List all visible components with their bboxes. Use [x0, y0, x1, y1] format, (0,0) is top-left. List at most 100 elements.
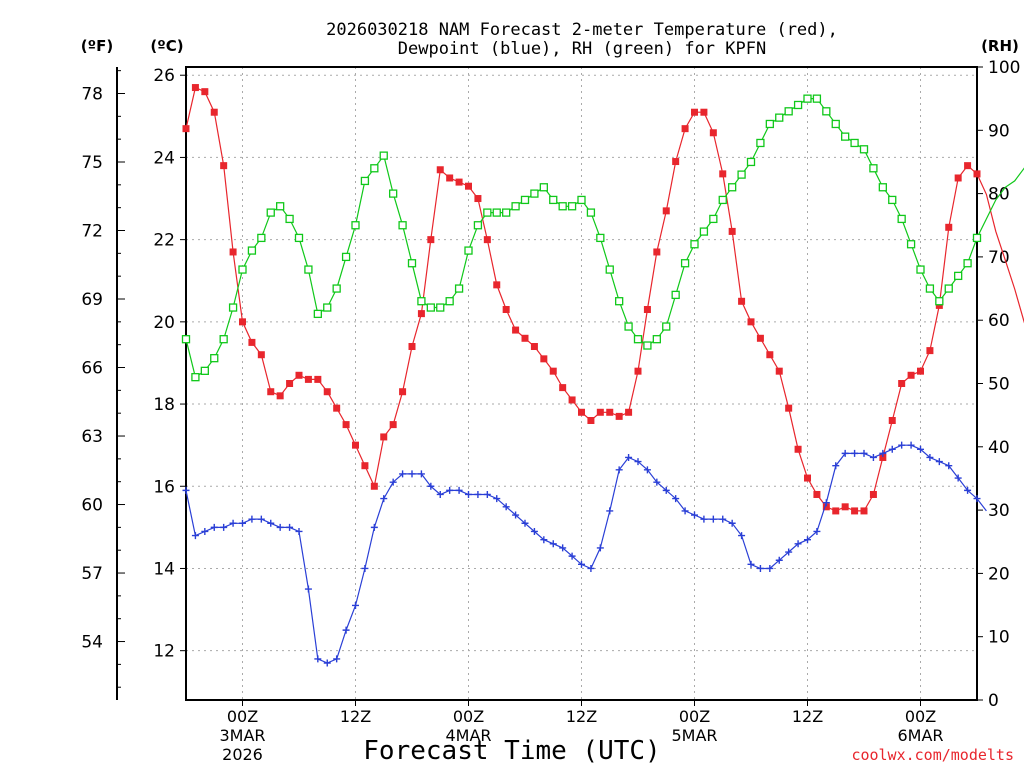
dewpoint-point: [229, 519, 237, 527]
celsius-tick-label: 12: [153, 642, 175, 662]
dewpoint-point: [323, 659, 331, 667]
fahrenheit-tick-label: 75: [81, 153, 103, 173]
rh-point: [850, 138, 859, 148]
dewpoint-point: [606, 507, 614, 515]
dewpoint-point: [276, 523, 284, 531]
dewpoint-point: [860, 449, 868, 457]
rh-point: [436, 303, 445, 312]
temperature-point: [822, 503, 830, 511]
dewpoint-point: [728, 519, 736, 527]
rh-point: [765, 119, 774, 129]
temperature-point: [408, 343, 416, 351]
temperature-point: [257, 351, 265, 359]
x-tick-date-label: 3MAR: [219, 726, 265, 745]
temperature-point: [229, 248, 237, 256]
x-tick-date-label: 6MAR: [897, 726, 943, 745]
temperature-point: [832, 507, 840, 515]
temperature-point: [869, 490, 877, 498]
temperature-point: [719, 170, 727, 178]
temperature-point: [267, 388, 275, 396]
temperature-point: [728, 227, 736, 235]
rh-point: [530, 189, 539, 198]
rh-point: [878, 183, 887, 192]
dewpoint-point: [681, 507, 689, 515]
dewpoint-point: [370, 523, 378, 531]
rh-point: [266, 208, 275, 217]
rh-point: [746, 157, 756, 167]
temperature-point: [917, 367, 924, 375]
x-axis-title: Forecast Time (UTC): [363, 736, 660, 766]
temperature-point: [380, 433, 388, 441]
temperature-point: [276, 392, 284, 400]
dewpoint-point: [738, 532, 746, 540]
rh-point: [586, 208, 596, 217]
rh-point: [473, 221, 483, 230]
dewpoint-point: [493, 495, 501, 503]
temperature-point: [738, 297, 746, 305]
temperature-point: [625, 408, 633, 416]
rh-point: [906, 240, 916, 249]
temperature-point: [455, 178, 463, 186]
rh-point: [869, 164, 878, 173]
credit-label: coolwx.com/modelts: [851, 746, 1014, 764]
temperature-point: [907, 371, 915, 379]
dewpoint-point: [898, 441, 906, 449]
dewpoint-point: [333, 655, 341, 663]
dewpoint-point: [794, 540, 802, 548]
fahrenheit-unit-label: (ºF): [81, 37, 113, 55]
rh-point: [228, 303, 238, 312]
dewpoint-point: [182, 486, 190, 494]
dewpoint-point: [653, 478, 661, 486]
rh-point: [558, 202, 567, 211]
dewpoint-point: [389, 478, 397, 486]
dewpoint-point: [549, 540, 557, 548]
dewpoint-point: [380, 495, 388, 503]
temperature-point: [248, 338, 256, 346]
temperature-point: [681, 125, 689, 133]
temperature-point: [596, 408, 604, 416]
fahrenheit-tick-label: 60: [81, 496, 103, 516]
temperature-point: [540, 355, 548, 363]
temperature-point: [766, 351, 774, 359]
dewpoint-point: [436, 490, 444, 498]
dewpoint-point: [352, 601, 359, 609]
rh-point: [925, 284, 935, 293]
temperature-point: [474, 195, 482, 203]
rh-tick-label: 80: [988, 185, 1010, 205]
temperature-point: [389, 421, 397, 429]
fahrenheit-tick-label: 66: [81, 359, 103, 379]
dewpoint-point: [342, 626, 350, 634]
temperature-point: [182, 125, 190, 133]
temperature-point: [794, 445, 802, 453]
dewpoint-point: [483, 490, 491, 498]
dewpoint-point: [286, 523, 294, 531]
celsius-tick-label: 16: [153, 477, 175, 497]
dewpoint-point: [775, 556, 783, 564]
rh-point: [709, 214, 718, 224]
dewpoint-point: [568, 552, 576, 560]
rh-point: [643, 341, 652, 350]
celsius-tick-label: 22: [153, 231, 175, 251]
x-tick-label: 00Z: [453, 707, 484, 726]
temperature-point: [465, 182, 472, 190]
celsius-tick-label: 26: [153, 66, 175, 86]
dewpoint-point: [578, 560, 585, 568]
dewpoint-point: [643, 466, 651, 474]
dewpoint-point: [530, 527, 538, 535]
dewpoint-point: [945, 462, 953, 470]
dewpoint-point: [869, 453, 877, 461]
rh-point: [567, 202, 577, 211]
dewpoint-point: [841, 449, 849, 457]
dewpoint-point: [304, 585, 312, 593]
dewpoint-point: [662, 486, 670, 494]
rh-point: [360, 176, 370, 186]
temperature-point: [304, 375, 312, 383]
temperature-point: [785, 404, 793, 412]
dewpoint-point: [210, 523, 218, 531]
rh-point: [379, 151, 388, 160]
dewpoint-point: [804, 536, 811, 544]
dewpoint-point: [446, 486, 454, 494]
dewpoint-point: [408, 470, 416, 478]
celsius-tick-label: 20: [153, 313, 175, 333]
x-tick-label: 12Z: [792, 707, 823, 726]
